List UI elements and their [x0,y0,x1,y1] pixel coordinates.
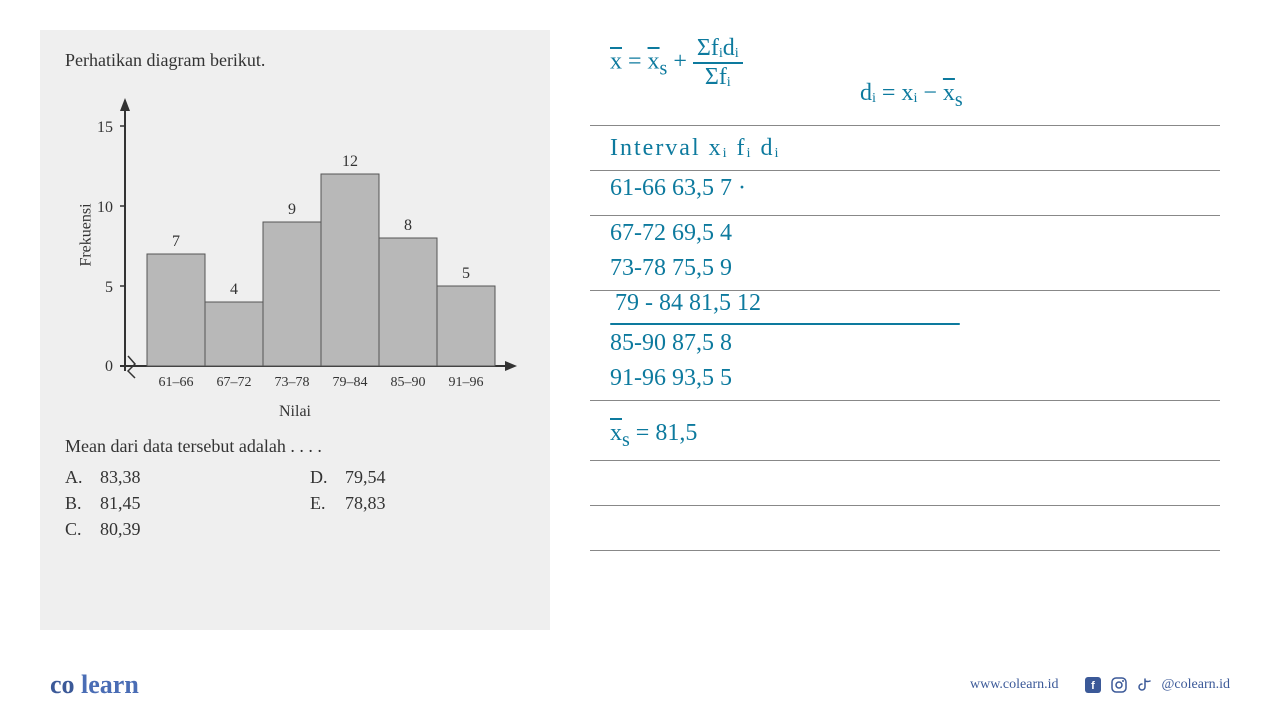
social-handle: @colearn.id [1162,677,1230,693]
svg-text:5: 5 [105,279,113,296]
option-c: C. 80,39 [65,519,280,540]
main-container: Perhatikan diagram berikut. Frekuensi 0 … [0,0,1280,640]
option-a: A. 83,38 [65,467,280,488]
option-value: 79,54 [345,467,386,488]
svg-text:73–78: 73–78 [275,375,310,390]
option-b: B. 81,45 [65,493,280,514]
svg-text:10: 10 [97,199,113,216]
x-axis-label: Nilai [279,403,311,421]
work-panel: x = xs + ΣfᵢdᵢΣfᵢ dᵢ = xᵢ − xs Interval … [590,30,1240,630]
table-row: 91-96 93,5 5 [610,365,732,392]
svg-text:f: f [1091,680,1095,692]
problem-panel: Perhatikan diagram berikut. Frekuensi 0 … [40,30,550,630]
table-row: 79 - 84 81,5 12 [615,290,761,317]
logo-learn: learn [81,670,139,699]
option-letter: C. [65,519,85,540]
website-url: www.colearn.id [970,677,1059,693]
svg-text:5: 5 [462,265,470,282]
brand-logo: co learn [50,670,139,700]
notepad-line [590,400,1220,401]
notepad-line [590,505,1220,506]
underline [610,323,960,325]
svg-text:91–96: 91–96 [449,375,484,390]
svg-text:12: 12 [342,153,358,170]
table-header: Interval xᵢ fᵢ dᵢ [610,135,780,162]
option-letter: D. [310,467,330,488]
svg-text:8: 8 [404,217,412,234]
options-grid: A. 83,38 D. 79,54 B. 81,45 E. 78,83 C. 8… [65,467,525,540]
option-d: D. 79,54 [310,467,525,488]
question-text: Mean dari data tersebut adalah . . . . [65,436,525,457]
notepad-line [590,460,1220,461]
instagram-icon [1110,676,1128,694]
y-axis-label: Frekuensi [78,203,96,266]
footer: co learn www.colearn.id f @colearn.id [0,670,1280,700]
notepad-line [590,215,1220,216]
svg-text:4: 4 [230,281,238,298]
svg-text:9: 9 [288,201,296,218]
histogram-chart: Frekuensi 0 5 10 15 [65,86,525,416]
facebook-icon: f [1084,676,1102,694]
option-letter: B. [65,493,85,514]
option-value: 83,38 [100,467,141,488]
svg-text:79–84: 79–84 [333,375,368,390]
notepad-line [590,550,1220,551]
formula-d: dᵢ = xᵢ − xs [860,80,963,112]
tiktok-icon [1136,676,1154,694]
result: xs = 81,5 [610,420,697,452]
svg-text:85–90: 85–90 [391,375,426,390]
option-value: 80,39 [100,519,141,540]
option-value: 81,45 [100,493,141,514]
svg-text:15: 15 [97,119,113,136]
option-letter: A. [65,467,85,488]
problem-title: Perhatikan diagram berikut. [65,50,525,71]
notepad-line [590,125,1220,126]
table-row: 85-90 87,5 8 [610,330,732,357]
svg-text:7: 7 [172,233,180,250]
svg-text:67–72: 67–72 [217,375,252,390]
formula-main: x = xs + ΣfᵢdᵢΣfᵢ [610,35,743,91]
option-value: 78,83 [345,493,386,514]
option-e: E. 78,83 [310,493,525,514]
logo-co: co [50,670,75,699]
notepad-line [590,170,1220,171]
chart-svg: 0 5 10 15 7 61–66 4 67–72 9 73–78 [65,86,525,416]
table-row: 67-72 69,5 4 [610,220,732,247]
option-letter: E. [310,493,330,514]
table-row: 73-78 75,5 9 [610,255,732,282]
svg-text:61–66: 61–66 [159,375,194,390]
table-row: 61-66 63,5 7 · [610,175,746,202]
svg-text:0: 0 [105,358,113,375]
social-icons: f @colearn.id [1084,676,1230,694]
footer-right: www.colearn.id f @colearn.id [970,676,1230,694]
